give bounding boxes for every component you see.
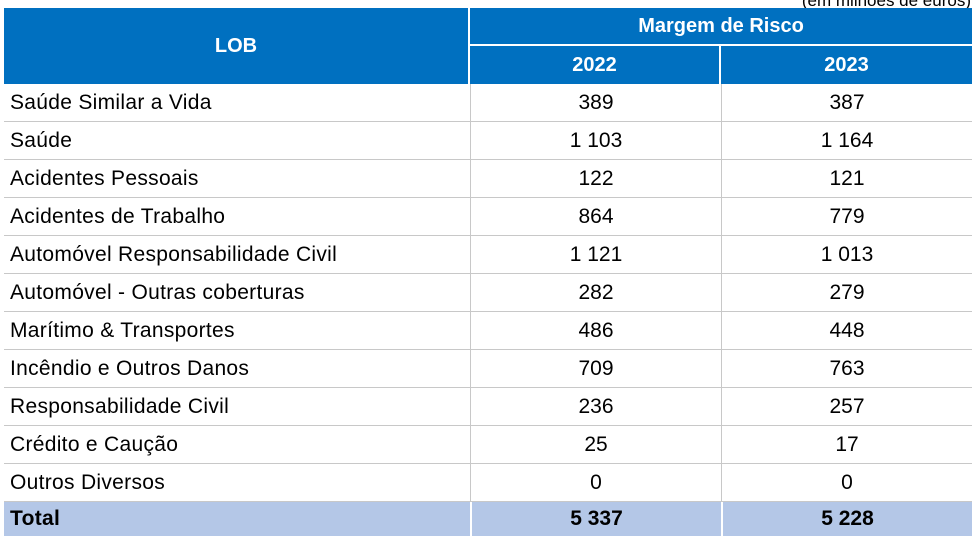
value-2023: 763 xyxy=(721,350,973,388)
table-row: Saúde 1 103 1 164 xyxy=(4,122,973,160)
table-row: Acidentes de Trabalho 864 779 xyxy=(4,198,973,236)
value-2022: 1 103 xyxy=(470,122,721,160)
table-body: Saúde Similar a Vida 389 387 Saúde 1 103 1 16… xyxy=(4,84,973,536)
lob-name: Outros Diversos xyxy=(4,464,470,502)
value-2023: 279 xyxy=(721,274,973,312)
table-row: Automóvel Responsabilidade Civil 1 121 1 0… xyxy=(4,236,973,274)
value-2022: 0 xyxy=(470,464,721,502)
value-2022: 1 121 xyxy=(470,236,721,274)
table-row: Crédito e Caução 25 17 xyxy=(4,426,973,464)
value-2023: 257 xyxy=(721,388,973,426)
table-row: Outros Diversos 0 0 xyxy=(4,464,973,502)
lob-name: Crédito e Caução xyxy=(4,426,470,464)
lob-name: Automóvel - Outras coberturas xyxy=(4,274,470,312)
value-2023: 1 013 xyxy=(721,236,973,274)
year-header-2022: 2022 xyxy=(470,46,721,84)
risk-margin-table: LOB Margem de Risco 2022 2023 Saúde Simi… xyxy=(4,8,973,536)
table-row: Incêndio e Outros Danos 709 763 xyxy=(4,350,973,388)
value-2023: 0 xyxy=(721,464,973,502)
table-row: Automóvel - Outras coberturas 282 279 xyxy=(4,274,973,312)
value-2022: 282 xyxy=(470,274,721,312)
table-row: Acidentes Pessoais 122 121 xyxy=(4,160,973,198)
value-2023: 17 xyxy=(721,426,973,464)
lob-header: LOB xyxy=(4,8,470,84)
lob-name: Responsabilidade Civil xyxy=(4,388,470,426)
value-2022: 709 xyxy=(470,350,721,388)
value-2022: 864 xyxy=(470,198,721,236)
value-2022: 122 xyxy=(470,160,721,198)
total-2023: 5 228 xyxy=(721,502,973,536)
lob-name: Marítimo & Transportes xyxy=(4,312,470,350)
value-2023: 387 xyxy=(721,84,973,122)
lob-name: Incêndio e Outros Danos xyxy=(4,350,470,388)
value-2023: 448 xyxy=(721,312,973,350)
value-2023: 1 164 xyxy=(721,122,973,160)
lob-name: Acidentes Pessoais xyxy=(4,160,470,198)
table-row: Saúde Similar a Vida 389 387 xyxy=(4,84,973,122)
total-2022: 5 337 xyxy=(470,502,721,536)
table-row: Marítimo & Transportes 486 448 xyxy=(4,312,973,350)
year-header-2023: 2023 xyxy=(721,46,973,84)
value-2023: 121 xyxy=(721,160,973,198)
table-row: Responsabilidade Civil 236 257 xyxy=(4,388,973,426)
value-2023: 779 xyxy=(721,198,973,236)
value-2022: 389 xyxy=(470,84,721,122)
value-2022: 486 xyxy=(470,312,721,350)
lob-name: Saúde xyxy=(4,122,470,160)
risk-margin-header: Margem de Risco xyxy=(470,8,973,46)
lob-name: Automóvel Responsabilidade Civil xyxy=(4,236,470,274)
lob-name: Saúde Similar a Vida xyxy=(4,84,470,122)
value-2022: 25 xyxy=(470,426,721,464)
lob-name: Acidentes de Trabalho xyxy=(4,198,470,236)
total-label: Total xyxy=(4,502,470,536)
units-note: (em milhões de euros) xyxy=(801,0,971,10)
value-2022: 236 xyxy=(470,388,721,426)
total-row: Total 5 337 5 228 xyxy=(4,502,973,536)
